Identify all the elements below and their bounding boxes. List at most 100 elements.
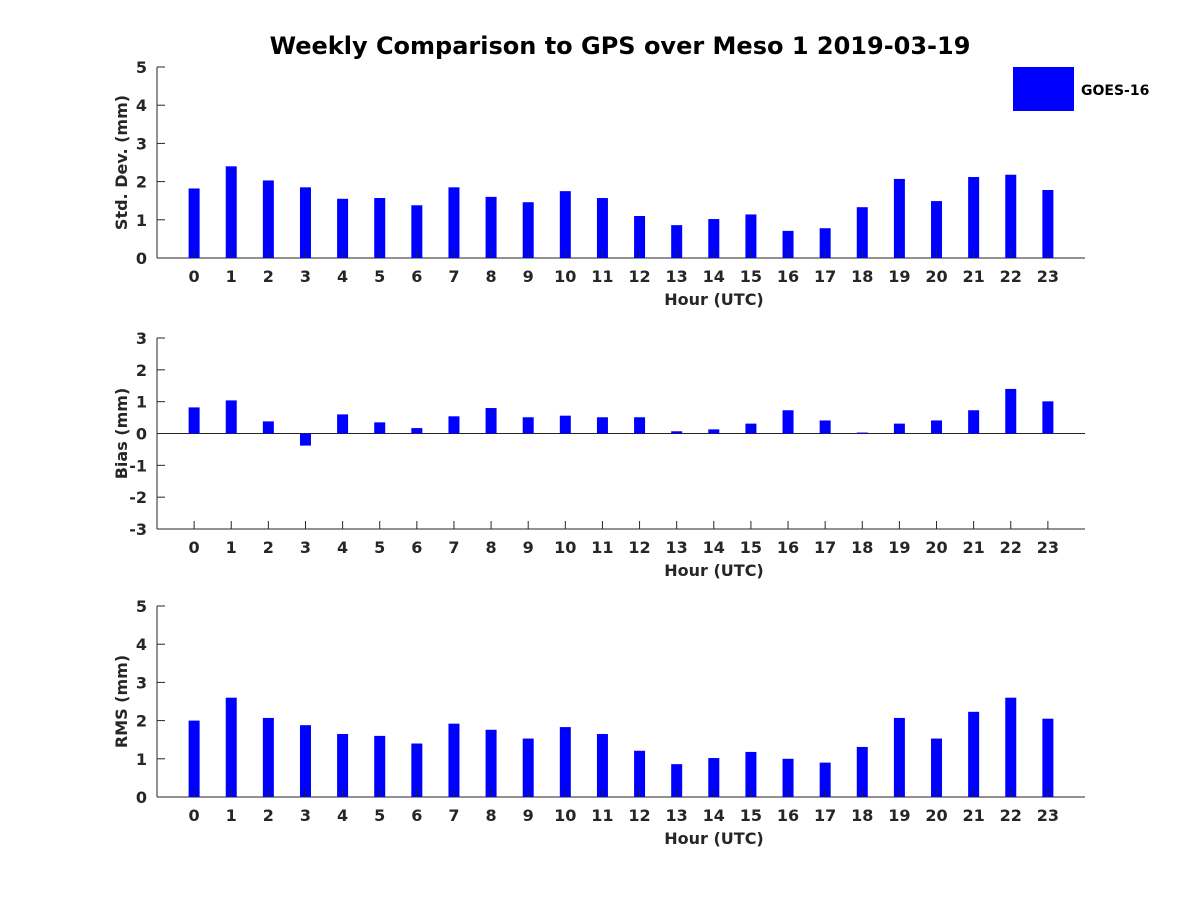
y-tick-label: 1 <box>136 211 147 230</box>
x-tick-label: 18 <box>851 806 873 825</box>
bar <box>745 423 757 434</box>
bar <box>374 422 386 434</box>
x-tick-label: 16 <box>777 538 799 557</box>
bar <box>299 187 311 258</box>
x-tick-label: 11 <box>591 267 613 286</box>
y-tick-label: 0 <box>136 425 147 444</box>
x-tick-label: 1 <box>226 806 237 825</box>
bar <box>188 188 200 258</box>
x-tick-label: 17 <box>814 806 836 825</box>
bar <box>596 198 608 258</box>
x-tick-label: 2 <box>263 267 274 286</box>
bar <box>448 187 460 258</box>
x-tick-label: 11 <box>591 538 613 557</box>
bar <box>1005 697 1017 797</box>
x-axis-label: Hour (UTC) <box>664 829 764 848</box>
y-axis-label: RMS (mm) <box>112 655 131 748</box>
y-tick-label: 1 <box>136 750 147 769</box>
legend-label: GOES-16 <box>1081 83 1149 99</box>
bar <box>448 416 460 434</box>
bar <box>559 727 571 797</box>
bar <box>485 196 497 258</box>
x-tick-label: 4 <box>337 806 348 825</box>
bar <box>968 177 980 258</box>
x-tick-label: 7 <box>448 806 459 825</box>
x-tick-label: 6 <box>411 267 422 286</box>
x-tick-label: 1 <box>226 267 237 286</box>
bar <box>745 751 757 797</box>
y-tick-label: 0 <box>136 249 147 268</box>
x-tick-label: 19 <box>888 267 910 286</box>
x-tick-label: 23 <box>1037 538 1059 557</box>
x-tick-label: 18 <box>851 267 873 286</box>
bar <box>782 758 794 797</box>
x-tick-label: 4 <box>337 538 348 557</box>
bar <box>893 423 905 434</box>
x-tick-label: 14 <box>703 538 725 557</box>
x-tick-label: 17 <box>814 538 836 557</box>
bar <box>337 733 349 797</box>
bar <box>931 201 943 258</box>
y-tick-label: 2 <box>136 173 147 192</box>
bar <box>225 400 237 434</box>
x-tick-label: 6 <box>411 806 422 825</box>
x-tick-label: 22 <box>1000 267 1022 286</box>
bar <box>856 746 868 797</box>
x-tick-label: 21 <box>963 806 985 825</box>
x-tick-label: 15 <box>740 267 762 286</box>
bar <box>1042 401 1054 434</box>
y-tick-label: 1 <box>136 393 147 412</box>
bar <box>708 219 720 258</box>
x-tick-label: 0 <box>189 806 200 825</box>
bar <box>931 738 943 797</box>
y-tick-label: 5 <box>136 58 147 77</box>
bar <box>485 408 497 434</box>
bar <box>671 431 683 434</box>
bar <box>596 417 608 434</box>
bar <box>856 432 868 434</box>
bar <box>299 725 311 797</box>
x-axis-label: Hour (UTC) <box>664 290 764 309</box>
y-tick-label: -3 <box>129 520 147 539</box>
bar <box>634 417 646 434</box>
bar <box>225 166 237 258</box>
bar <box>337 198 349 258</box>
bar <box>225 697 237 797</box>
bar <box>1042 718 1054 797</box>
bar <box>671 764 683 797</box>
x-tick-label: 9 <box>523 806 534 825</box>
bar <box>1042 190 1054 258</box>
x-tick-label: 12 <box>628 806 650 825</box>
x-tick-label: 4 <box>337 267 348 286</box>
x-tick-label: 19 <box>888 538 910 557</box>
bar <box>337 414 349 434</box>
bar <box>819 762 831 797</box>
x-tick-label: 3 <box>300 806 311 825</box>
x-tick-label: 23 <box>1037 267 1059 286</box>
x-tick-label: 0 <box>189 267 200 286</box>
bar <box>522 202 534 258</box>
x-tick-label: 20 <box>925 267 947 286</box>
x-tick-label: 19 <box>888 806 910 825</box>
bar <box>634 215 646 258</box>
bar <box>893 178 905 258</box>
x-tick-label: 12 <box>628 267 650 286</box>
bar <box>968 410 980 434</box>
x-tick-label: 5 <box>374 806 385 825</box>
bar <box>299 433 311 446</box>
bar <box>411 205 423 258</box>
bar <box>262 421 274 434</box>
bar <box>448 723 460 797</box>
bar <box>931 420 943 434</box>
bar <box>374 735 386 797</box>
legend-swatch <box>1013 67 1074 111</box>
x-tick-label: 15 <box>740 538 762 557</box>
bar <box>745 214 757 258</box>
x-tick-label: 13 <box>666 806 688 825</box>
x-tick-label: 18 <box>851 538 873 557</box>
x-tick-label: 5 <box>374 267 385 286</box>
